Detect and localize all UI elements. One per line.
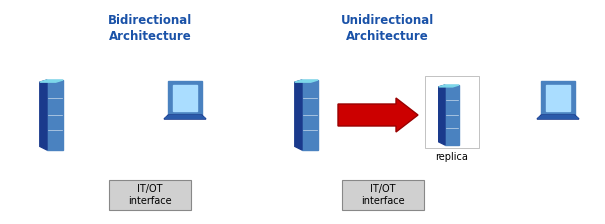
Polygon shape: [439, 85, 445, 145]
Polygon shape: [40, 80, 63, 82]
FancyArrow shape: [338, 98, 418, 132]
Text: interface: interface: [361, 196, 405, 206]
Text: IT/OT: IT/OT: [137, 184, 163, 194]
Polygon shape: [445, 85, 459, 145]
Text: Unidirectional
Architecture: Unidirectional Architecture: [341, 14, 434, 43]
Polygon shape: [40, 80, 47, 150]
FancyBboxPatch shape: [425, 76, 479, 148]
Polygon shape: [47, 80, 63, 150]
Text: replica: replica: [436, 152, 468, 162]
Text: interface: interface: [128, 196, 172, 206]
FancyBboxPatch shape: [342, 180, 424, 210]
Polygon shape: [168, 81, 202, 115]
Polygon shape: [541, 81, 575, 115]
Polygon shape: [164, 115, 206, 119]
Polygon shape: [295, 80, 302, 150]
Polygon shape: [295, 80, 318, 82]
Polygon shape: [546, 85, 570, 111]
Polygon shape: [439, 85, 459, 87]
Text: Bidirectional
Architecture: Bidirectional Architecture: [108, 14, 192, 43]
Polygon shape: [173, 85, 197, 111]
Text: IT/OT: IT/OT: [370, 184, 396, 194]
FancyBboxPatch shape: [109, 180, 191, 210]
Polygon shape: [538, 116, 578, 118]
Polygon shape: [165, 116, 205, 118]
Polygon shape: [302, 80, 318, 150]
Polygon shape: [537, 115, 579, 119]
